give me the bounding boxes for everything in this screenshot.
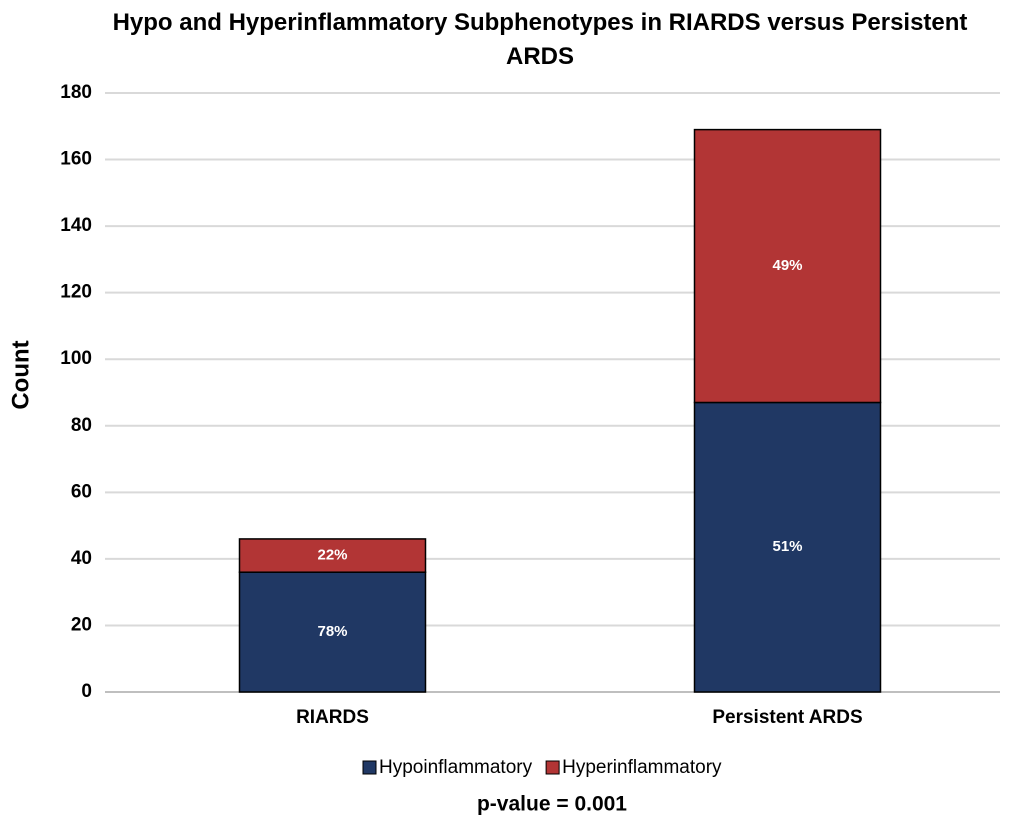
y-tick-label: 120: [60, 282, 92, 303]
bar-segment: [693, 128, 882, 404]
legend-label: Hyperinflammatory: [562, 757, 722, 778]
legend-swatch: [545, 760, 560, 775]
y-tick-label: 80: [71, 415, 92, 436]
data-label: 22%: [317, 547, 347, 564]
data-label: 51%: [772, 538, 802, 555]
y-tick-label: 40: [71, 548, 92, 569]
x-tick-label: Persistent ARDS: [712, 707, 862, 728]
footnote: p-value = 0.001: [477, 793, 627, 816]
y-tick-label: 0: [81, 681, 92, 702]
chart-title: Hypo and Hyperinflammatory Subphenotypes…: [112, 9, 968, 70]
x-tick-label: RIARDS: [296, 707, 369, 728]
data-label: 49%: [772, 257, 802, 274]
data-label: 78%: [317, 623, 347, 640]
legend-swatch: [362, 760, 377, 775]
bar-segment: [693, 401, 882, 693]
y-tick-label: 100: [60, 348, 92, 369]
y-tick-label: 20: [71, 614, 92, 635]
y-axis-label: Count: [7, 340, 34, 409]
bar-segment: [238, 538, 427, 573]
legend-label: Hypoinflammatory: [379, 757, 533, 778]
y-tick-label: 140: [60, 215, 92, 236]
y-tick-label: 60: [71, 481, 92, 502]
y-tick-label: 180: [60, 82, 92, 103]
y-tick-label: 160: [60, 149, 92, 170]
